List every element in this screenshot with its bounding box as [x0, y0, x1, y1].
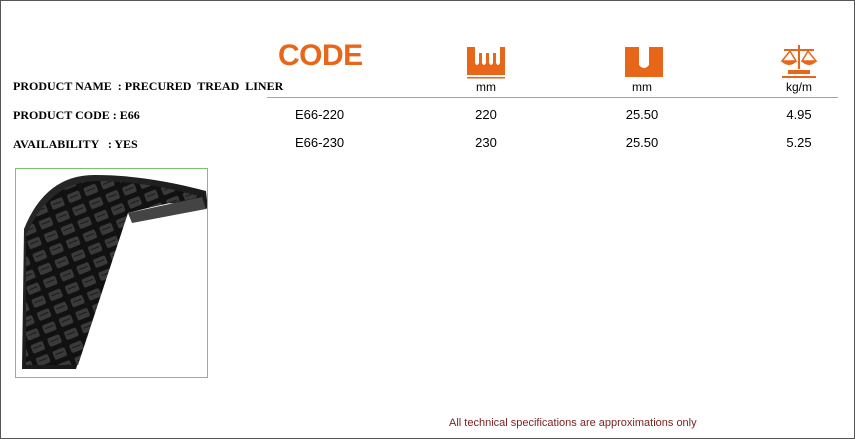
code-heading: CODE — [278, 39, 363, 72]
tread-liner-photo — [15, 168, 208, 378]
disclaimer-note: All technical specifications are approxi… — [449, 417, 697, 429]
width-unit-label: mm — [476, 80, 496, 94]
weight-unit-label: kg/m — [785, 80, 812, 94]
row-code: E66-220 — [295, 107, 345, 122]
header-divider — [267, 97, 838, 98]
product-availability: AVAILABILITY : YES — [13, 137, 138, 151]
row-weight: 5.25 — [786, 135, 812, 150]
depth-unit-label: mm — [632, 80, 652, 94]
weight-scale-icon — [780, 43, 818, 79]
row-weight: 4.95 — [786, 107, 812, 122]
tread-width-icon — [467, 45, 505, 79]
tread-depth-icon — [625, 45, 663, 79]
product-name: PRODUCT NAME : PRECURED TREAD LINER — [13, 79, 284, 93]
product-code: PRODUCT CODE : E66 — [13, 108, 140, 122]
row-width: 230 — [475, 135, 497, 150]
row-depth: 25.50 — [625, 107, 659, 122]
row-depth: 25.50 — [625, 135, 659, 150]
row-width: 220 — [475, 107, 497, 122]
row-code: E66-230 — [295, 135, 345, 150]
